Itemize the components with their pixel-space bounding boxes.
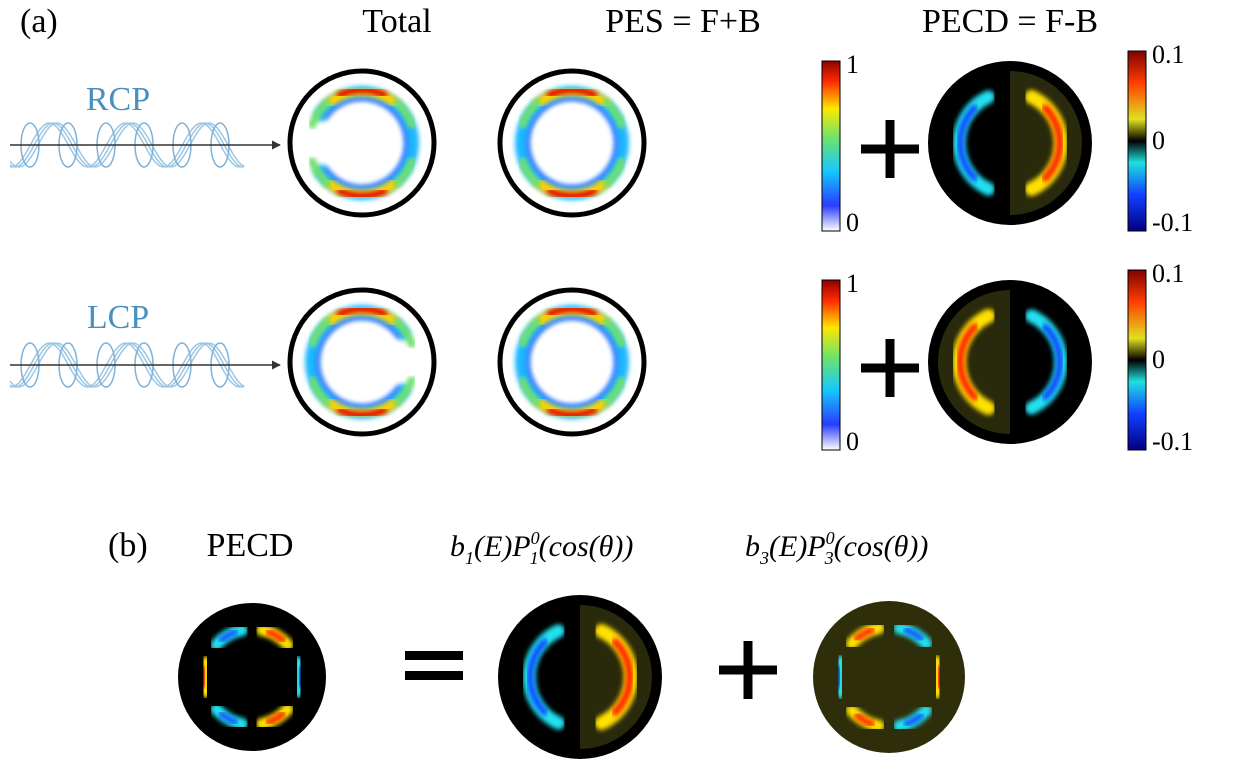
colorbar-label: 0.1	[1152, 259, 1185, 288]
ring-arc	[201, 665, 208, 689]
term-part: b	[745, 530, 760, 563]
ring-arc	[903, 712, 924, 727]
colorbar	[1127, 50, 1147, 232]
ring-arc	[1041, 104, 1064, 182]
term-part: b	[450, 530, 465, 563]
half-glow	[938, 290, 1010, 434]
ring-arc	[836, 665, 843, 689]
plus	[885, 339, 895, 397]
helix	[9, 122, 245, 168]
ring-arc	[265, 710, 286, 726]
ring-arc	[336, 306, 388, 317]
term-part: 3	[824, 548, 834, 568]
ring-arc	[336, 188, 388, 199]
ring-arc	[546, 188, 598, 199]
ring-arc	[527, 638, 548, 716]
term-part: 1	[465, 548, 474, 568]
colorbar-label: 1	[846, 50, 859, 79]
ring-arc	[611, 638, 634, 716]
ring-arc	[316, 316, 401, 408]
helix	[9, 342, 245, 388]
header: PES = F+B	[605, 3, 761, 40]
light-label: LCP	[87, 299, 149, 336]
ring-arc	[602, 98, 626, 129]
ring-arc	[218, 629, 239, 643]
colorbar-label: 0	[846, 208, 859, 237]
ring-arc	[218, 711, 239, 725]
colorbar-label: 1	[846, 269, 859, 298]
ring-arc	[518, 157, 542, 188]
colorbar-label: 0	[846, 427, 859, 456]
ring-arc	[526, 97, 618, 189]
colorbar	[821, 279, 841, 451]
ring-arc	[308, 376, 332, 407]
panel-label: (b)	[108, 527, 148, 564]
term-part: 1	[530, 548, 539, 568]
term-part: 3	[759, 548, 769, 568]
colorbar-label: 0	[1152, 126, 1165, 155]
ring-arc	[956, 323, 979, 401]
ring-arc	[853, 712, 875, 727]
light-label: RCP	[86, 81, 150, 118]
ring-arc	[546, 306, 598, 317]
ring-arc	[602, 157, 626, 188]
equals	[405, 651, 463, 660]
ring-arc	[392, 317, 416, 348]
ring-arc	[518, 376, 542, 407]
term-part: (E)P	[474, 530, 531, 563]
ring-arc	[546, 87, 598, 98]
term-part: (E)P	[769, 530, 826, 563]
ring-arc	[392, 376, 416, 407]
ring-arc	[935, 665, 942, 689]
term-part: 0	[531, 528, 540, 548]
ring-arc	[265, 628, 286, 644]
ring-arc	[546, 407, 598, 418]
colorbar-label: 0	[1152, 345, 1165, 374]
ring-arc	[296, 666, 303, 688]
term-label: b1(E)P0 1(cos(θ))	[450, 528, 633, 568]
ring-arc	[308, 98, 332, 129]
half-glow	[580, 605, 652, 749]
half-glow	[1010, 71, 1082, 215]
colorbar-label: 0.1	[1152, 40, 1185, 69]
colorbar	[1127, 269, 1147, 451]
ring-arc	[903, 627, 924, 642]
ring-arc	[957, 104, 978, 182]
plus	[885, 120, 895, 178]
ring-arc	[392, 98, 416, 129]
ring-arc	[336, 407, 388, 418]
ring-arc	[602, 376, 626, 407]
ring-arc	[526, 316, 618, 408]
term-part: (cos(θ))	[539, 530, 634, 563]
ring-arc	[392, 157, 416, 188]
ring-arc	[308, 317, 332, 348]
ring-arc	[323, 97, 408, 189]
header: PECD = F-B	[922, 3, 1098, 40]
pecd-label: PECD	[207, 527, 294, 564]
ring-arc	[602, 317, 626, 348]
term-label: b3(E)P0 3(cos(θ))	[745, 528, 928, 568]
ring-arc	[308, 157, 332, 188]
ring-arc	[336, 87, 388, 98]
term-part: 0	[826, 528, 835, 548]
colorbar-label: -0.1	[1152, 427, 1193, 456]
term-part: (cos(θ))	[834, 530, 929, 563]
ring-arc	[518, 98, 542, 129]
plus	[743, 641, 753, 699]
equals	[405, 671, 463, 680]
panel-label: (a)	[20, 3, 58, 40]
colorbar	[821, 60, 841, 232]
ring-arc	[1042, 323, 1063, 401]
ring-arc	[518, 317, 542, 348]
colorbar-label: -0.1	[1152, 208, 1193, 237]
ring-arc	[853, 627, 875, 642]
header: Total	[362, 3, 431, 40]
